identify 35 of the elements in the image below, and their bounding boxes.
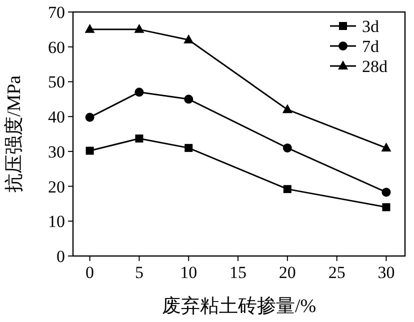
point xyxy=(184,94,194,104)
y-tick-label: 40 xyxy=(48,108,65,127)
x-axis-title: 废弃粘土砖掺量/% xyxy=(162,295,316,317)
y-tick-label: 30 xyxy=(48,142,65,162)
y-tick-label: 20 xyxy=(48,177,65,196)
point xyxy=(134,88,144,97)
x-tick-label: 30 xyxy=(378,263,395,282)
point xyxy=(184,34,194,44)
point xyxy=(283,185,292,194)
point xyxy=(184,144,193,152)
legend-label: 7d xyxy=(362,37,380,56)
point xyxy=(85,112,94,122)
point xyxy=(382,203,390,212)
x-tick-label: 10 xyxy=(180,263,198,282)
x-tick-label: 0 xyxy=(86,263,94,282)
point xyxy=(134,24,144,33)
point xyxy=(381,142,392,152)
y-tick-label: 10 xyxy=(48,212,65,232)
y-tick-label: 60 xyxy=(48,38,65,57)
point xyxy=(135,134,144,143)
legend-label: 3d xyxy=(362,17,380,36)
x-tick-label: 5 xyxy=(134,263,144,282)
y-tick-label: 70 xyxy=(48,3,65,22)
point xyxy=(84,24,95,33)
x-tick-label: 20 xyxy=(278,263,296,282)
point xyxy=(86,146,94,155)
point xyxy=(382,188,391,197)
point xyxy=(282,143,292,152)
y-tick-label: 0 xyxy=(56,247,65,266)
y-tick-label: 50 xyxy=(48,72,65,92)
legend-label: 28d xyxy=(362,57,388,76)
y-axis-title: 抗压强度/MPa xyxy=(3,74,25,193)
x-tick-label: 15 xyxy=(230,263,247,282)
x-tick-label: 25 xyxy=(328,263,346,282)
point xyxy=(282,104,292,114)
